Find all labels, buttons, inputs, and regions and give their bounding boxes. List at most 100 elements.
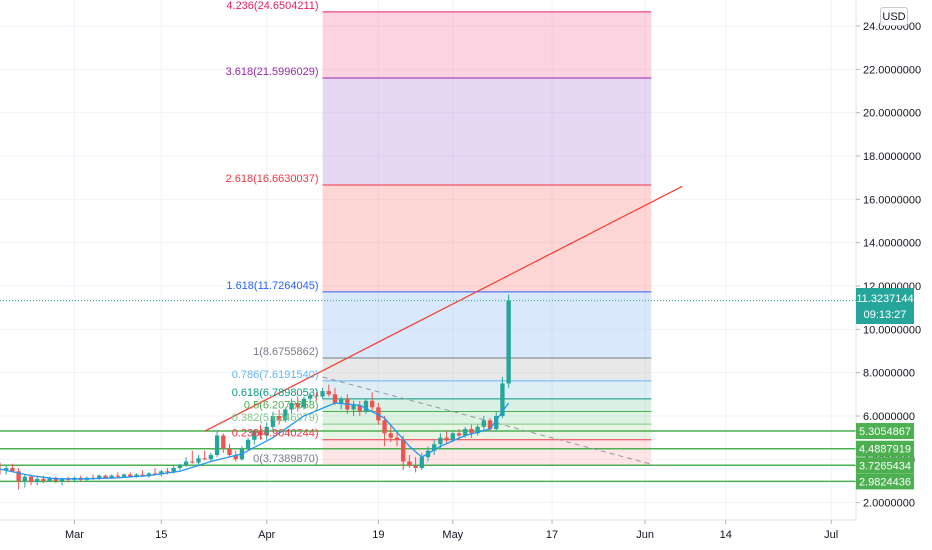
fib-zone <box>322 78 652 185</box>
y-tick-label: 20.0000000 <box>863 108 921 120</box>
fib-level-label: 0.786(7.6191540) <box>232 369 319 381</box>
candle-body <box>307 395 313 399</box>
y-tick-label: 2.0000000 <box>863 498 915 510</box>
candle-body <box>407 461 412 466</box>
fib-level-label: 0.618(6.7898053) <box>232 387 319 399</box>
grid-layer <box>0 0 856 520</box>
candle-body <box>10 468 15 472</box>
y-tick-label: 22.0000000 <box>863 64 921 76</box>
candle-body <box>4 468 9 471</box>
candle-body <box>214 435 220 455</box>
x-tick-label: May <box>442 529 463 541</box>
fib-zone <box>322 11 652 79</box>
y-tick-label: 18.0000000 <box>863 151 921 163</box>
candle-body <box>97 475 102 479</box>
candle-body <box>301 398 307 408</box>
candle-body <box>221 435 226 449</box>
candle-body <box>481 420 486 427</box>
support-tag-bg <box>856 423 914 440</box>
candle-body <box>134 474 139 477</box>
trend-line-segment <box>204 185 683 432</box>
y-tick-label: 6.0000000 <box>863 411 915 423</box>
candle-body <box>438 437 443 445</box>
y-tick-label: 16.0000000 <box>863 194 921 206</box>
trend-line[interactable] <box>204 185 683 432</box>
candle-body <box>314 395 319 397</box>
candle-body <box>320 391 325 397</box>
candle-body <box>419 457 424 468</box>
candle-body <box>456 433 462 436</box>
candle-body <box>47 477 52 481</box>
fib-zone <box>322 358 652 381</box>
fib-level-label: 3.618(21.5996029) <box>226 66 319 78</box>
candle-body <box>183 461 189 465</box>
last-price-tag-bg <box>856 288 914 324</box>
candle-body <box>109 475 114 478</box>
candle-body <box>233 455 238 460</box>
x-axis[interactable]: Mar 15 Apr 19 May 17 Jun 14 Jul <box>0 519 856 550</box>
fib-zone <box>322 291 652 359</box>
fib-level-label: 4.236(24.6504211) <box>226 0 318 12</box>
candle-body <box>22 476 27 481</box>
fib-zones <box>322 11 652 465</box>
candle-body <box>351 405 356 410</box>
candle-body <box>252 431 257 440</box>
candle-body <box>432 444 437 451</box>
moving-average <box>0 402 510 480</box>
support-tag-bg <box>856 473 914 490</box>
fib-level-label: 2.618(16.6630037) <box>226 173 319 185</box>
x-tick-label: Mar <box>65 529 84 541</box>
candle-body <box>270 416 276 427</box>
candle-body <box>413 465 418 468</box>
candle-body <box>276 416 282 421</box>
candle-body <box>264 426 269 436</box>
candle-body <box>245 439 251 449</box>
candle-body <box>469 429 474 434</box>
x-tick-label: 15 <box>155 529 167 541</box>
candle-body <box>475 426 480 434</box>
candle-body <box>121 474 127 477</box>
candle-body <box>227 448 232 455</box>
fib-level-label: 0.5(6.2072858) <box>244 400 319 412</box>
fib-level-label: 1.618(11.7264045) <box>226 280 318 292</box>
fib-zone <box>322 411 652 425</box>
x-tick-label: Jul <box>824 529 838 541</box>
candle-body <box>202 458 207 460</box>
fib-level-label: 0.382(5.6246979) <box>232 412 319 424</box>
candle-body <box>283 409 288 421</box>
support-tag-bg <box>856 440 914 457</box>
candle-body <box>370 400 375 408</box>
candle-body <box>177 464 183 468</box>
candle-body <box>376 407 381 421</box>
candle-body <box>196 458 201 463</box>
candle-body <box>500 383 505 416</box>
fib-zone <box>322 424 652 440</box>
fib-level-label: 0(3.7389870) <box>253 453 318 465</box>
x-tick-label: 14 <box>720 529 732 541</box>
fib-zone <box>322 380 652 399</box>
candle-body <box>59 478 65 481</box>
candle-body <box>152 473 158 475</box>
candles <box>0 294 511 490</box>
ma-line <box>0 402 510 480</box>
fib-labels: 0(3.7389870) 0.236(4.9040244) 0.382(5.6246… <box>226 0 319 465</box>
candle-body <box>326 391 331 395</box>
currency-button[interactable]: USD <box>880 7 908 26</box>
candle-body <box>165 471 170 473</box>
y-tick-label: 10.0000000 <box>863 324 921 336</box>
candle-body <box>357 405 362 412</box>
support-tag-label: 3.7265434 <box>859 460 911 472</box>
fib-level-label: 1(8.6755862) <box>253 346 318 358</box>
candle-body <box>28 476 34 483</box>
x-tick-label: 19 <box>372 529 384 541</box>
candle-body <box>41 478 46 481</box>
fib-zone <box>322 398 652 412</box>
support-tag-label: 2.9824436 <box>859 476 911 488</box>
y-tick-label: 8.0000000 <box>863 368 915 380</box>
candle-body <box>388 433 393 438</box>
support-tag-label: 5.3054867 <box>859 426 911 438</box>
candle-body <box>382 420 387 434</box>
candle-body <box>332 394 338 403</box>
last-price-value: 11.3237144 <box>856 293 913 305</box>
